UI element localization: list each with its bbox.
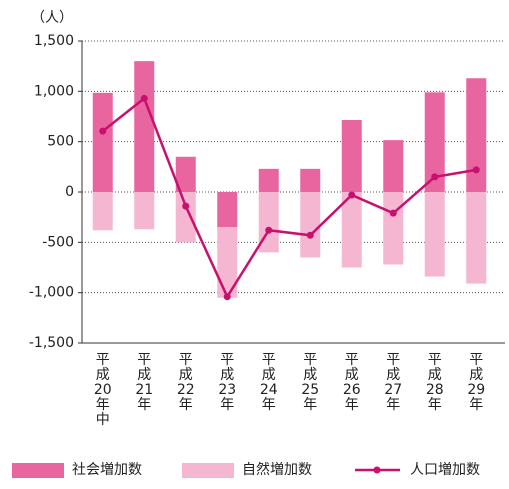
x-tick-label: 平成 23 年 (218, 352, 236, 413)
line-point (389, 209, 397, 217)
line (101, 96, 477, 300)
x-tick-label: 平成 26 年 (343, 352, 361, 413)
bar (92, 92, 113, 192)
line-point (265, 226, 273, 234)
bar (134, 61, 155, 193)
bar (175, 156, 196, 192)
x-tick-label: 平成 29 年 (467, 352, 485, 413)
bar (175, 192, 196, 243)
bar (424, 92, 445, 192)
y-tick-label: 500 (47, 134, 74, 150)
line-point (99, 127, 107, 135)
bar (300, 192, 321, 258)
legend-swatch (12, 463, 64, 478)
x-tick-label: 平成 21 年 (135, 352, 153, 413)
bar (258, 168, 279, 192)
x-tick-label: 平成 25 年 (301, 352, 319, 413)
y-tick-label: 1,500 (34, 33, 74, 49)
bar (383, 140, 404, 192)
line-point (472, 166, 480, 174)
line-point (223, 293, 231, 301)
bar (217, 192, 238, 228)
line-point (140, 94, 148, 102)
bar (134, 192, 155, 230)
x-tick-label: 平成 24 年 (260, 352, 278, 413)
line-point (431, 173, 439, 181)
bar (300, 168, 321, 192)
bar (383, 192, 404, 265)
legend-label: 人口増加数 (410, 462, 480, 478)
legend-swatch (373, 466, 381, 474)
x-tick-label: 平成 27 年 (384, 352, 402, 413)
x-tick-label: 平成 28 年 (426, 352, 444, 413)
legend-label: 自然増加数 (242, 461, 312, 478)
line-point (182, 202, 190, 210)
bar (217, 227, 238, 298)
y-tick-label: -500 (42, 234, 74, 250)
y-tick-label: 1,000 (34, 83, 74, 99)
legend-label: 社会増加数 (72, 462, 142, 478)
line-point (306, 231, 314, 239)
unit-label: （人） (31, 10, 73, 26)
legend-swatch (182, 463, 234, 478)
x-tick-label: 平成 20 年中 (94, 352, 112, 428)
bar (92, 192, 113, 231)
line-point (348, 191, 356, 199)
y-tick-label: 0 (65, 184, 74, 200)
bar (424, 192, 445, 277)
bar (466, 192, 487, 284)
bar (341, 120, 362, 192)
bar (466, 78, 487, 192)
bar (341, 192, 362, 268)
y-tick-label: -1,500 (29, 335, 74, 351)
x-tick-label: 平成 22 年 (177, 352, 195, 413)
y-tick-label: -1,000 (29, 285, 74, 301)
